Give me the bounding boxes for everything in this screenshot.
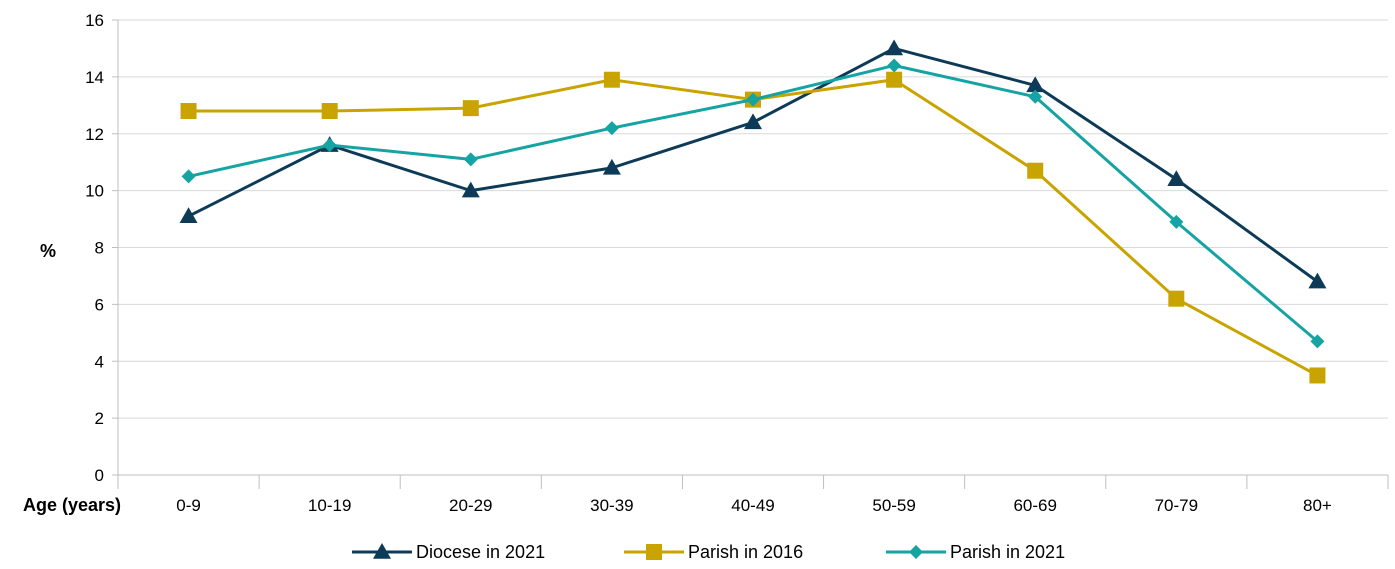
y-tick-label: 8 (95, 239, 104, 258)
legend-label: Diocese in 2021 (416, 542, 545, 562)
data-point (463, 152, 478, 167)
series-parish-in-2021 (181, 58, 1325, 349)
x-tick-label: 50-59 (872, 496, 915, 515)
data-point (1309, 367, 1326, 384)
data-point (1168, 290, 1185, 307)
gridlines (118, 19, 1388, 419)
data-point (462, 100, 479, 117)
x-tick-label: 30-39 (590, 496, 633, 515)
data-point (886, 71, 903, 88)
x-tick-label: 0-9 (176, 496, 201, 515)
x-tick-label: 80+ (1303, 496, 1332, 515)
x-tick-label: 20-29 (449, 496, 492, 515)
axes (112, 19, 1389, 489)
legend-label: Parish in 2016 (688, 542, 803, 562)
legend-marker (373, 543, 391, 559)
x-tick-label: 40-49 (731, 496, 774, 515)
data-point (744, 113, 762, 130)
y-tick-label: 16 (85, 11, 104, 30)
x-tick-label: 60-69 (1013, 496, 1056, 515)
data-point (602, 158, 621, 175)
data-point (180, 103, 197, 119)
data-point (1028, 89, 1043, 104)
y-axis-label: % (40, 241, 56, 261)
y-tick-label: 4 (95, 352, 104, 371)
legend-marker (646, 544, 662, 560)
series-line (187, 46, 1319, 283)
data-point (322, 138, 337, 153)
legend-item: Parish in 2016 (624, 542, 803, 562)
data-point (604, 121, 619, 136)
data-point (1167, 170, 1186, 186)
data-point (1169, 214, 1184, 229)
y-tick-label: 0 (95, 466, 104, 485)
data-point (885, 39, 904, 56)
data-point (603, 71, 620, 88)
series-group (179, 39, 1327, 384)
y-tick-labels: 0 2 4 6 8 10 12 14 16 (85, 11, 104, 485)
x-tick-label: 70-79 (1155, 496, 1198, 515)
y-tick-label: 10 (85, 182, 104, 201)
y-tick-label: 6 (95, 295, 104, 314)
legend: Diocese in 2021 Parish in 2016 Parish in 2… (352, 542, 1065, 562)
x-tick-label: 10-19 (308, 496, 351, 515)
data-point (1027, 162, 1044, 179)
y-tick-label: 12 (85, 125, 104, 144)
data-point (461, 181, 480, 198)
legend-item: Diocese in 2021 (352, 542, 545, 562)
x-tick-labels: 0-9 10-19 20-29 30-39 40-49 50-59 60-69 70-79 80… (176, 496, 1332, 515)
data-point (181, 169, 196, 184)
series-diocese-in-2021 (179, 39, 1327, 289)
data-point (179, 207, 198, 223)
legend-marker (909, 545, 923, 559)
legend-item: Parish in 2021 (886, 542, 1065, 562)
data-point (746, 92, 760, 107)
x-axis-label: Age (years) (23, 495, 121, 515)
data-point (321, 103, 338, 119)
data-point (887, 58, 902, 73)
y-tick-label: 14 (85, 68, 104, 87)
data-point (1308, 272, 1327, 289)
legend-label: Parish in 2021 (950, 542, 1065, 562)
data-point (1310, 334, 1325, 349)
data-point (1026, 76, 1045, 93)
y-tick-label: 2 (95, 409, 104, 428)
